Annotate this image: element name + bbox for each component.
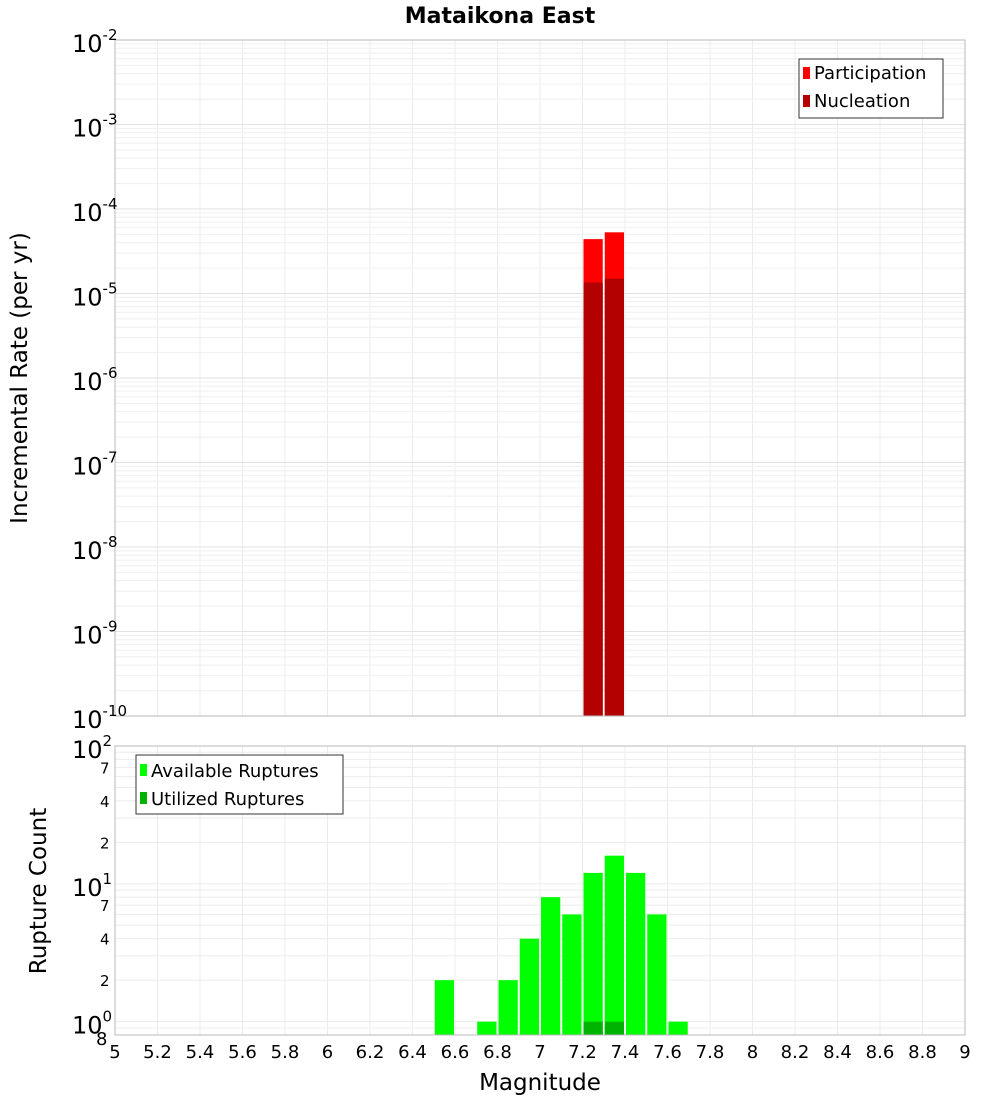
bottom-y-minor-tick-label: 8 bbox=[96, 1029, 107, 1050]
bottom-y-minor-tick-label: 7 bbox=[100, 897, 110, 915]
x-tick-label: 8.4 bbox=[823, 1042, 852, 1063]
legend-swatch-participation bbox=[803, 67, 810, 79]
available-ruptures-bar bbox=[562, 914, 582, 1035]
x-tick-label: 8 bbox=[747, 1042, 758, 1063]
top-panel: 10-10 10-9 10-8 10-7 10-6 10-5 10-4 10-3 10-2 In… bbox=[7, 26, 966, 734]
available-ruptures-bar bbox=[477, 1021, 497, 1035]
x-tick-label: 7.6 bbox=[653, 1042, 682, 1063]
top-y-tick-label: 10-3 bbox=[72, 111, 118, 143]
top-y-tick-label: 10-9 bbox=[72, 618, 118, 650]
utilized-ruptures-bar bbox=[583, 1021, 603, 1035]
legend-label-participation: Participation bbox=[814, 63, 926, 84]
top-y-axis-label: Incremental Rate (per yr) bbox=[7, 232, 33, 524]
top-y-tick-label: 10-4 bbox=[72, 195, 118, 227]
top-legend: Participation Nucleation bbox=[798, 58, 944, 119]
top-y-tick-label: 10-8 bbox=[72, 533, 118, 565]
bottom-legend: Available Ruptures Utilized Ruptures bbox=[135, 754, 344, 815]
bottom-y-tick-label: 100 bbox=[72, 1008, 112, 1040]
available-ruptures-bar bbox=[626, 872, 646, 1035]
x-axis-label: Magnitude bbox=[479, 1070, 601, 1096]
bottom-y-minor-tick-label: 4 bbox=[100, 931, 110, 949]
x-tick-label: 7.2 bbox=[568, 1042, 597, 1063]
x-tick-label: 5.8 bbox=[271, 1042, 300, 1063]
nucleation-bar bbox=[583, 282, 603, 716]
legend-label-utilized: Utilized Ruptures bbox=[151, 789, 304, 810]
legend-swatch-available bbox=[140, 764, 147, 776]
x-tick-label: 8.8 bbox=[908, 1042, 937, 1063]
bottom-plot-border bbox=[114, 745, 966, 1036]
x-tick-label: 9 bbox=[959, 1042, 970, 1063]
top-y-tick-label: 10-5 bbox=[72, 280, 118, 312]
top-y-tick-label: 10-6 bbox=[72, 364, 118, 396]
bottom-y-axis-label: Rupture Count bbox=[26, 808, 52, 974]
available-ruptures-bar bbox=[434, 980, 454, 1035]
x-tick-label: 7 bbox=[534, 1042, 545, 1063]
x-tick-label: 6.4 bbox=[398, 1042, 427, 1063]
available-ruptures-bar bbox=[583, 872, 603, 1035]
top-y-tick-label: 10-7 bbox=[72, 449, 118, 481]
top-y-ticks: 10-10 10-9 10-8 10-7 10-6 10-5 10-4 10-3 10-2 bbox=[72, 26, 127, 734]
bottom-legend-box bbox=[135, 754, 344, 815]
available-ruptures-bar bbox=[541, 897, 561, 1035]
x-tick-label: 8.6 bbox=[866, 1042, 895, 1063]
x-tick-label: 6.8 bbox=[483, 1042, 512, 1063]
legend-swatch-nucleation bbox=[803, 95, 810, 107]
chart-title: Mataikona East bbox=[405, 4, 596, 29]
x-tick-label: 7.4 bbox=[611, 1042, 640, 1063]
x-tick-label: 5.2 bbox=[143, 1042, 172, 1063]
x-tick-label: 5.4 bbox=[186, 1042, 215, 1063]
x-tick-label: 5.6 bbox=[228, 1042, 257, 1063]
available-ruptures-bar bbox=[498, 980, 518, 1035]
bottom-y-minor-tick-label: 7 bbox=[100, 759, 110, 777]
top-plot-border bbox=[114, 39, 966, 717]
bottom-y-minor-tick-label: 4 bbox=[100, 793, 110, 811]
bottom-y-tick-label: 102 bbox=[72, 732, 112, 764]
available-ruptures-bar bbox=[647, 914, 667, 1035]
legend-label-available: Available Ruptures bbox=[151, 761, 319, 782]
available-ruptures-bar bbox=[604, 855, 624, 1035]
top-bars bbox=[583, 232, 624, 717]
utilized-ruptures-bar bbox=[604, 1021, 624, 1035]
x-tick-label: 5 bbox=[109, 1042, 120, 1063]
bottom-grid bbox=[114, 745, 966, 1036]
available-ruptures-bar bbox=[668, 1021, 688, 1035]
top-grid bbox=[114, 40, 966, 717]
bottom-y-tick-label: 101 bbox=[72, 870, 112, 902]
available-ruptures-bar bbox=[519, 938, 539, 1035]
x-tick-label: 6 bbox=[322, 1042, 333, 1063]
x-tick-label: 6.6 bbox=[441, 1042, 470, 1063]
legend-label-nucleation: Nucleation bbox=[814, 91, 910, 112]
bottom-y-minor-tick-label: 2 bbox=[100, 972, 110, 990]
legend-swatch-utilized bbox=[140, 792, 147, 804]
bottom-bars bbox=[434, 855, 688, 1035]
x-tick-label: 6.2 bbox=[356, 1042, 385, 1063]
top-y-tick-label: 10-10 bbox=[72, 702, 127, 734]
x-tick-label: 7.8 bbox=[696, 1042, 725, 1063]
top-y-tick-label: 10-2 bbox=[72, 26, 118, 58]
bottom-y-minor-tick-label: 2 bbox=[100, 834, 110, 852]
nucleation-bar bbox=[604, 278, 624, 716]
top-legend-box bbox=[798, 58, 944, 119]
x-ticks: 5 5.2 5.4 5.6 5.8 6 6.2 6.4 6.6 6.8 7 7.2 7.4 7.6 7.8 8… bbox=[109, 1042, 970, 1063]
x-tick-label: 8.2 bbox=[781, 1042, 810, 1063]
